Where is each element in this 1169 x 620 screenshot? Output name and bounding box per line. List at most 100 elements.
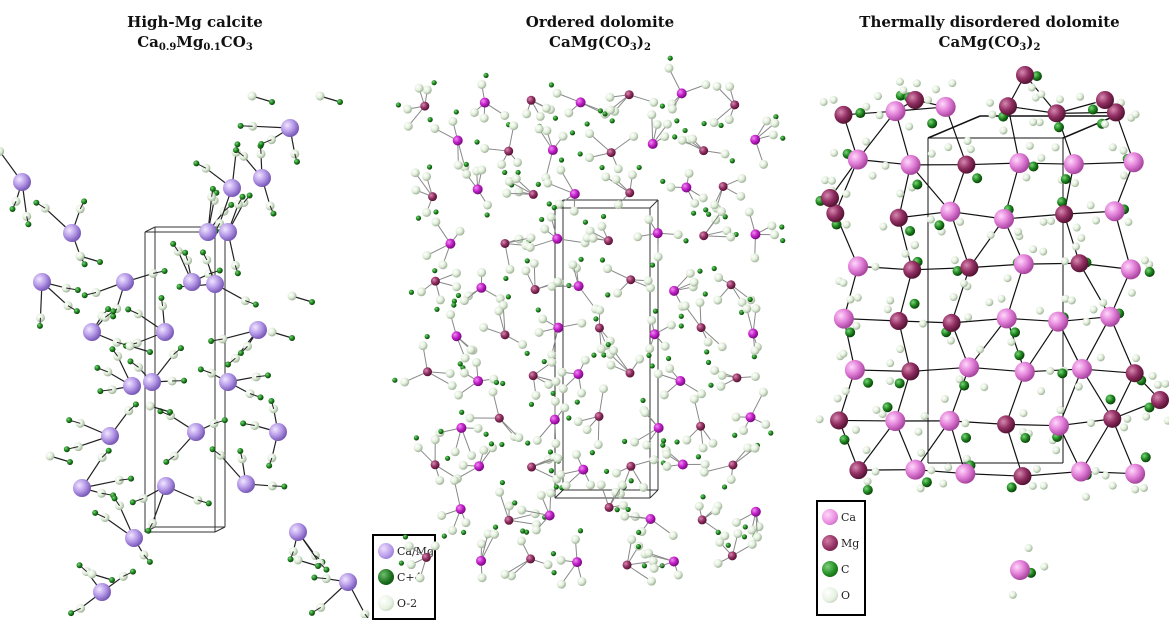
oxygen-atom <box>614 164 623 173</box>
oxygen-atom <box>701 80 710 89</box>
magnesium-atom <box>730 100 739 109</box>
oxygen-atom <box>751 304 760 313</box>
carbon-atom <box>773 114 778 119</box>
carbon-atom <box>547 201 552 206</box>
oxygen-atom <box>644 549 653 558</box>
oxygen-atom <box>1056 95 1064 103</box>
carbon-atom <box>575 399 580 404</box>
oxygen-atom <box>514 433 523 442</box>
oxygen-atom <box>551 377 560 386</box>
magnesium-atom <box>529 190 538 199</box>
calcium-atom <box>901 155 921 175</box>
oxygen-atom <box>570 207 579 216</box>
oxygen-atom <box>1131 485 1139 493</box>
ca-mg-atom <box>33 273 51 291</box>
oxygen-atom <box>630 438 639 447</box>
magnesium-atom <box>901 362 919 380</box>
carbon-atom <box>674 118 679 123</box>
carbon-atom <box>494 380 499 385</box>
carbon-atom <box>972 173 982 183</box>
oxygen-atom <box>462 170 471 179</box>
oxygen-atom <box>411 186 420 195</box>
oxygen-atom <box>505 265 514 274</box>
carbon-atom <box>536 307 541 312</box>
magnesium-atom <box>826 204 844 222</box>
carbon-atom <box>253 302 259 308</box>
oxygen-atom <box>417 287 426 296</box>
oxygen-atom <box>964 137 972 145</box>
carbon-atom <box>68 610 74 616</box>
carbon-atom <box>653 309 658 314</box>
ca-mg-atom <box>13 173 31 191</box>
calcium-atom <box>669 556 679 566</box>
oxygen-atom <box>526 243 535 252</box>
oxygen-atom <box>716 382 725 391</box>
oxygen-atom <box>660 132 669 141</box>
oxygen-atom <box>472 358 481 367</box>
oxygen-atom <box>725 115 734 124</box>
oxygen-atom <box>1073 224 1081 232</box>
oxygen-atom <box>404 122 413 131</box>
calcium-atom <box>650 329 660 339</box>
calcium-atom <box>548 145 558 155</box>
ca-mg-atom <box>157 477 175 495</box>
panel-high-mg-calcite: High-Mg calcite Ca0.9Mg0.1CO3 Ca/Mg C+4 … <box>0 0 390 618</box>
oxygen-atom <box>661 342 670 351</box>
oxygen-atom <box>842 387 850 395</box>
magnesium-atom <box>849 461 867 479</box>
carbon-atom <box>238 350 244 356</box>
magnesium-atom <box>495 414 504 423</box>
oxygen-atom <box>46 452 55 461</box>
calcium-atom <box>1072 359 1092 379</box>
carbon-atom <box>270 211 276 217</box>
magnesium-atom <box>504 516 513 525</box>
oxygen-atom <box>556 165 565 174</box>
oxygen-atom <box>599 384 608 393</box>
oxygen-atom <box>577 319 586 328</box>
carbon-atom <box>626 507 631 512</box>
carbon-atom <box>37 323 43 329</box>
oxygen-atom <box>644 215 653 224</box>
oxygen-atom <box>762 116 771 125</box>
calcium-atom <box>476 283 486 293</box>
magnesium-atom <box>595 323 604 332</box>
oxygen-atom <box>690 395 699 404</box>
oxygen-atom <box>1109 482 1117 490</box>
carbon-atom <box>650 262 655 267</box>
magnesium-atom <box>431 277 440 286</box>
oxygen-atom <box>678 136 687 145</box>
carbon-atom <box>217 267 223 273</box>
carbon-atom <box>127 358 133 364</box>
carbon-atom <box>780 136 785 141</box>
oxygen-atom <box>874 92 882 100</box>
carbon-atom <box>591 353 596 358</box>
oxygen-atom <box>1087 201 1095 209</box>
oxygen-atom <box>842 190 850 198</box>
calcium-atom <box>1009 153 1029 173</box>
oxygen-atom <box>465 413 474 422</box>
carbon-atom <box>94 365 100 371</box>
oxygen-atom <box>452 269 461 278</box>
calcium-atom <box>646 514 656 524</box>
magnesium-atom <box>697 323 706 332</box>
carbon-atom <box>704 349 709 354</box>
oxygen-atom <box>564 108 573 117</box>
oxygen-atom <box>770 119 779 128</box>
oxygen-atom <box>699 193 708 202</box>
carbon-atom <box>206 500 212 506</box>
carbon-atom <box>182 250 188 256</box>
oxygen-atom <box>662 462 671 471</box>
carbon-atom <box>433 209 438 214</box>
carbon-atom <box>610 118 615 123</box>
magnesium-atom <box>699 146 708 155</box>
oxygen-atom <box>919 320 927 328</box>
oxygen-atom <box>1036 307 1044 315</box>
calcium-atom <box>905 460 925 480</box>
oxygen-atom <box>864 477 872 485</box>
carbon-atom <box>559 157 564 162</box>
oxygen-atom <box>546 489 555 498</box>
carbon-atom <box>672 134 677 139</box>
oxygen-atom <box>927 216 935 224</box>
carbon-atom <box>1020 433 1030 443</box>
carbon-atom <box>458 361 463 366</box>
